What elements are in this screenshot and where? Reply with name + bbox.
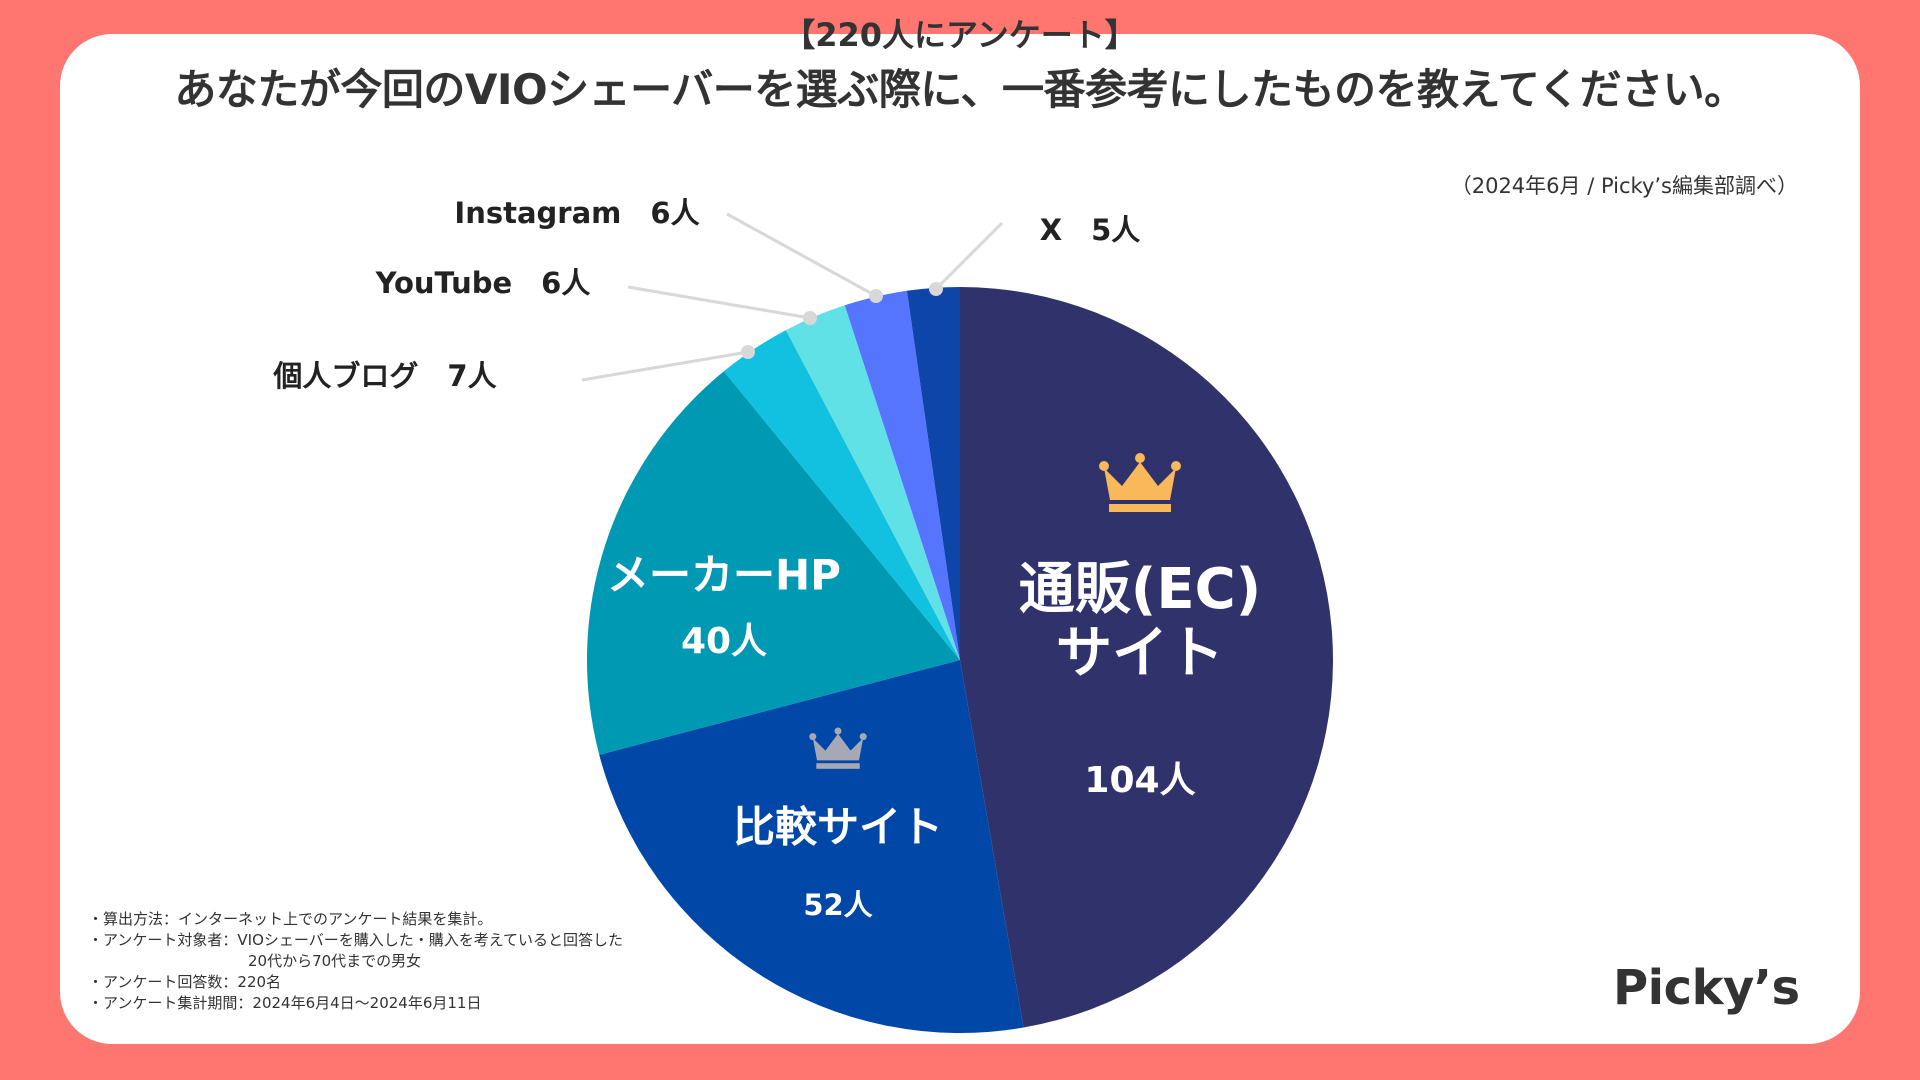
note-target: ・アンケート対象者：VIOシェーバーを購入した・購入を考えていると回答した bbox=[88, 931, 623, 949]
leader-line-4 bbox=[627, 285, 811, 320]
note-period: ・アンケート集計期間：2024年6月4日〜2024年6月11日 bbox=[88, 994, 482, 1012]
leader-dot-3 bbox=[741, 345, 755, 359]
gold-crown-icon-band bbox=[1109, 504, 1171, 512]
pie-slice-1 bbox=[599, 660, 1024, 1033]
leader-dot-4 bbox=[803, 311, 817, 325]
silver-crown-icon-body bbox=[812, 733, 864, 761]
leader-line-6 bbox=[934, 221, 1004, 291]
callout-label-6: X 5人 bbox=[1040, 213, 1141, 247]
header: 【220人にアンケート】 あなたが今回のVIOシェーバーを選ぶ際に、一番参考にし… bbox=[0, 12, 1920, 120]
note-target-cont: 20代から70代までの男女 bbox=[248, 952, 422, 970]
note-method: ・算出方法：インターネット上でのアンケート結果を集計。 bbox=[88, 910, 493, 928]
slice-count-2: 40人 bbox=[681, 621, 767, 662]
subtitle: 【220人にアンケート】 bbox=[783, 16, 1137, 54]
callout-label-3: 個人ブログ 7人 bbox=[272, 359, 496, 393]
slice-count-1: 52人 bbox=[803, 888, 872, 922]
slice-label-0-line-0: 通販(EC) bbox=[1019, 557, 1262, 622]
leader-line-3 bbox=[581, 350, 749, 382]
leader-dot-5 bbox=[869, 289, 883, 303]
callout-label-4: YouTube 6人 bbox=[375, 266, 591, 300]
gold-crown-icon bbox=[1099, 453, 1181, 512]
picky-logo: Picky’s bbox=[1613, 960, 1800, 1016]
note-count: ・アンケート回答数：220名 bbox=[88, 973, 282, 991]
gold-crown-icon-jewel-2 bbox=[1171, 461, 1181, 471]
slice-count-0: 104人 bbox=[1084, 760, 1195, 801]
pie-slice-3 bbox=[723, 330, 960, 660]
silver-crown-icon-jewel-0 bbox=[809, 733, 817, 741]
silver-crown-icon bbox=[809, 727, 867, 769]
pie-slice-4 bbox=[785, 305, 960, 660]
gold-crown-icon-body bbox=[1104, 462, 1176, 500]
pie-slice-2 bbox=[587, 371, 960, 755]
leader-line-5 bbox=[726, 212, 877, 298]
source-note: （2024年6月 / Picky’s編集部調べ） bbox=[1450, 174, 1798, 198]
silver-crown-icon-jewel-2 bbox=[859, 733, 867, 741]
gold-crown-icon-jewel-0 bbox=[1099, 461, 1109, 471]
slice-label-2-line-0: メーカーHP bbox=[607, 551, 841, 600]
silver-crown-icon-band bbox=[816, 763, 860, 769]
leader-dot-6 bbox=[929, 282, 943, 296]
pie-slice-6 bbox=[906, 287, 960, 660]
gold-crown-icon-jewel-1 bbox=[1135, 453, 1145, 463]
survey-notes: ・算出方法：インターネット上でのアンケート結果を集計。 ・アンケート対象者：VI… bbox=[88, 909, 623, 1014]
pie-slice-5 bbox=[844, 290, 960, 660]
slice-label-1-line-0: 比較サイト bbox=[733, 803, 943, 852]
slice-label-0-line-1: サイト bbox=[1056, 621, 1224, 686]
page-title: あなたが今回のVIOシェーバーを選ぶ際に、一番参考にしたものを教えてください。 bbox=[174, 65, 1746, 114]
silver-crown-icon-jewel-1 bbox=[834, 727, 842, 735]
pie-slice-0 bbox=[960, 287, 1334, 1028]
callout-label-5: Instagram 6人 bbox=[454, 196, 699, 230]
